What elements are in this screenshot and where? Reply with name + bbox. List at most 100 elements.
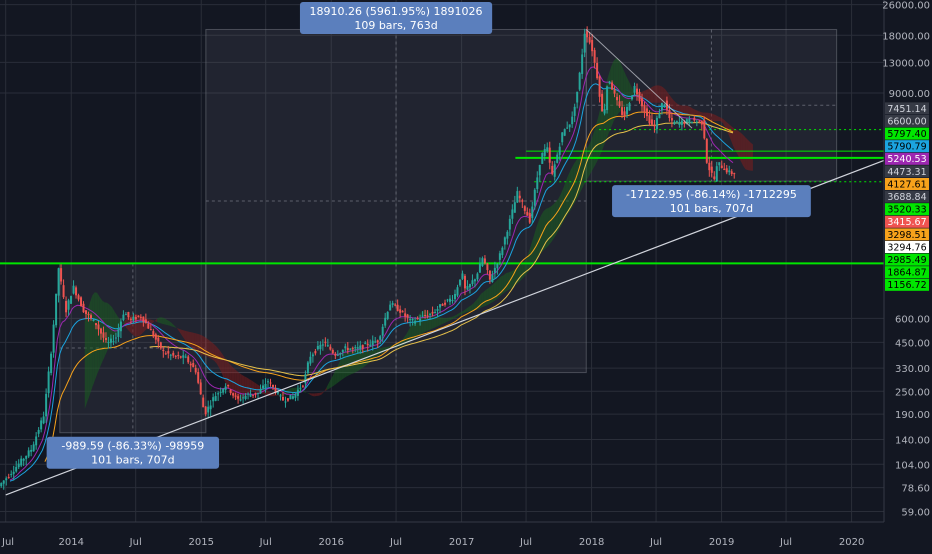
candle-body bbox=[543, 149, 546, 156]
candle-body bbox=[12, 471, 15, 474]
price-tag-label: 4473.31 bbox=[887, 167, 926, 178]
cloud-segment bbox=[182, 329, 185, 340]
cloud-segment bbox=[588, 141, 591, 178]
price-tag: 3294.76 bbox=[885, 241, 929, 253]
price-tag: 7451.14 bbox=[885, 102, 929, 115]
candle-body bbox=[708, 162, 711, 171]
cloud-segment bbox=[229, 363, 232, 395]
candle-body bbox=[568, 124, 571, 128]
cloud-segment bbox=[488, 285, 492, 305]
candle-body bbox=[321, 344, 324, 346]
cloud-segment bbox=[655, 85, 659, 103]
candle-body bbox=[640, 98, 643, 107]
cloud-segment bbox=[742, 134, 746, 170]
candle-body bbox=[17, 463, 20, 468]
candle-body bbox=[429, 313, 432, 315]
candle-body bbox=[339, 352, 342, 355]
cloud-segment bbox=[678, 104, 681, 116]
cloud-segment bbox=[159, 317, 163, 324]
candle-body bbox=[444, 302, 447, 305]
cloud-segment bbox=[436, 316, 439, 327]
cloud-segment bbox=[491, 283, 494, 304]
candle-body bbox=[85, 310, 88, 315]
cloud-segment bbox=[718, 116, 721, 122]
price-tag-bg bbox=[885, 266, 929, 279]
cloud-segment bbox=[114, 311, 118, 336]
price-tag: 4473.31 bbox=[885, 165, 929, 178]
candle-body bbox=[695, 121, 698, 123]
candle-body bbox=[608, 81, 611, 84]
candle-body bbox=[119, 321, 122, 332]
candle-body bbox=[636, 88, 638, 95]
measurement-label-bg bbox=[299, 2, 493, 34]
price-tag-bg bbox=[885, 253, 929, 266]
cloud-segment bbox=[685, 105, 689, 116]
candle-body bbox=[728, 170, 731, 173]
bear-trendline bbox=[585, 29, 693, 129]
candle-body bbox=[384, 317, 387, 326]
candle-body bbox=[588, 37, 591, 43]
measurement-label-bg bbox=[612, 185, 811, 218]
x-tick-label: 2020 bbox=[839, 537, 864, 548]
candle-body bbox=[371, 340, 374, 346]
candle-body bbox=[685, 119, 688, 123]
cloud-segment bbox=[608, 67, 611, 135]
cloud-segment bbox=[438, 317, 442, 326]
cloud-segment bbox=[304, 390, 307, 393]
candle-body bbox=[528, 212, 531, 223]
cloud-segment bbox=[553, 201, 556, 239]
candle-body bbox=[259, 389, 262, 394]
candle-body bbox=[533, 189, 536, 206]
cloud-segment bbox=[246, 377, 250, 395]
candle-body bbox=[434, 312, 437, 314]
candle-body bbox=[548, 147, 551, 163]
candle-body bbox=[75, 287, 78, 296]
candle-body bbox=[476, 273, 479, 280]
candle-body bbox=[655, 117, 658, 130]
candle-body bbox=[316, 345, 319, 350]
price-tag-label: 6600.00 bbox=[887, 116, 926, 127]
candle-body bbox=[389, 304, 392, 311]
cloud-segment bbox=[164, 318, 168, 326]
horizontal-levels bbox=[0, 129, 884, 265]
candle-body bbox=[291, 396, 294, 399]
measurement-boxes bbox=[59, 28, 838, 434]
cloud-segment bbox=[660, 85, 664, 103]
candle-body bbox=[693, 117, 696, 121]
candle-body bbox=[229, 389, 232, 394]
cloud-segment bbox=[179, 329, 182, 336]
price-tag-bg bbox=[885, 190, 929, 203]
y-tick-label: 600.00 bbox=[895, 314, 930, 325]
candle-body bbox=[591, 39, 594, 52]
price-tag-bg bbox=[885, 152, 929, 165]
candle-body bbox=[631, 95, 634, 100]
candle-body bbox=[331, 349, 334, 354]
cloud-segment bbox=[732, 127, 736, 151]
candle-body bbox=[498, 253, 501, 260]
cloud-segment bbox=[675, 102, 679, 116]
x-tick-label: 2015 bbox=[189, 537, 214, 548]
candle-body bbox=[361, 345, 364, 349]
candle-body bbox=[157, 337, 160, 342]
candle-body bbox=[506, 231, 509, 239]
x-tick-label: 2014 bbox=[59, 537, 84, 548]
cloud-segment bbox=[618, 58, 621, 114]
cloud-segment bbox=[693, 108, 696, 116]
measurement-label-bars: 101 bars, 707d bbox=[670, 202, 753, 215]
cloud-segment bbox=[378, 347, 382, 356]
candle-body bbox=[127, 312, 130, 318]
candle-body bbox=[638, 91, 641, 102]
cloud-segment bbox=[134, 314, 138, 337]
measurement-label-change: -989.59 (-86.33%) -98959 bbox=[61, 440, 204, 453]
measurement-label-bars: 101 bars, 707d bbox=[91, 454, 174, 467]
candle-body bbox=[77, 295, 80, 300]
y-tick-label: 59.00 bbox=[901, 507, 930, 518]
candle-body bbox=[705, 138, 708, 163]
candle-body bbox=[436, 309, 439, 311]
cloud-segment bbox=[710, 113, 714, 122]
cloud-segment bbox=[550, 204, 554, 243]
price-tag-bg bbox=[885, 241, 929, 254]
y-tick-label: 13000.00 bbox=[882, 58, 930, 69]
